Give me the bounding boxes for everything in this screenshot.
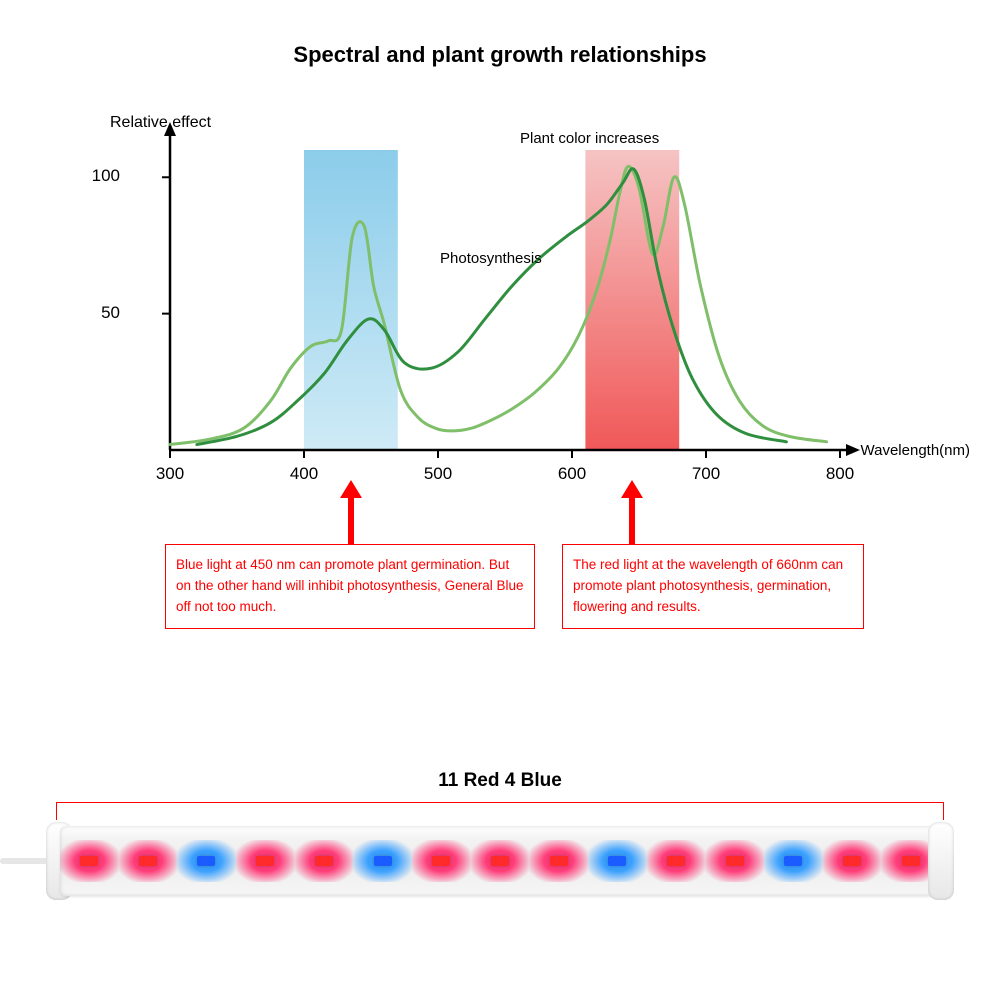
led-tube bbox=[60, 826, 940, 896]
annotation-plant-color: Plant color increases bbox=[520, 130, 659, 147]
page-title: Spectral and plant growth relationships bbox=[0, 42, 1000, 68]
led-chip-blue bbox=[374, 856, 392, 866]
xtick-500: 500 bbox=[418, 464, 458, 484]
led-strip-title: 11 Red 4 Blue bbox=[50, 770, 950, 792]
spectral-chart: Relative effect Wavelength(nm) Photosynt… bbox=[130, 120, 860, 490]
led-chip-red bbox=[432, 856, 450, 866]
led-bar bbox=[50, 822, 950, 900]
chart-svg bbox=[130, 120, 860, 490]
y-axis-label: Relative effect bbox=[110, 114, 211, 132]
led-chip-red bbox=[256, 856, 274, 866]
led-bracket bbox=[56, 802, 944, 820]
led-chip-red bbox=[315, 856, 333, 866]
xtick-600: 600 bbox=[552, 464, 592, 484]
led-chip-red bbox=[80, 856, 98, 866]
x-axis-label: Wavelength(nm) bbox=[861, 442, 970, 459]
led-chip-red bbox=[726, 856, 744, 866]
arrow-stem bbox=[629, 496, 635, 544]
led-chip-red bbox=[550, 856, 568, 866]
xtick-800: 800 bbox=[820, 464, 860, 484]
xtick-300: 300 bbox=[150, 464, 190, 484]
red-info-box: The red light at the wavelength of 660nm… bbox=[562, 544, 864, 629]
led-chip-red bbox=[667, 856, 685, 866]
ytick-100: 100 bbox=[74, 166, 120, 186]
xtick-700: 700 bbox=[686, 464, 726, 484]
led-chip-red bbox=[491, 856, 509, 866]
led-chip-blue bbox=[197, 856, 215, 866]
led-chip-red bbox=[139, 856, 157, 866]
arrow-stem bbox=[348, 496, 354, 544]
led-chip-blue bbox=[784, 856, 802, 866]
endcap-right bbox=[928, 822, 954, 900]
blue-info-box: Blue light at 450 nm can promote plant g… bbox=[165, 544, 535, 629]
led-chip-red bbox=[902, 856, 920, 866]
xtick-400: 400 bbox=[284, 464, 324, 484]
ytick-50: 50 bbox=[74, 303, 120, 323]
annotation-photosynthesis: Photosynthesis bbox=[440, 250, 542, 267]
led-strip-section: 11 Red 4 Blue bbox=[50, 770, 950, 900]
led-chip-blue bbox=[608, 856, 626, 866]
led-chip-red bbox=[843, 856, 861, 866]
